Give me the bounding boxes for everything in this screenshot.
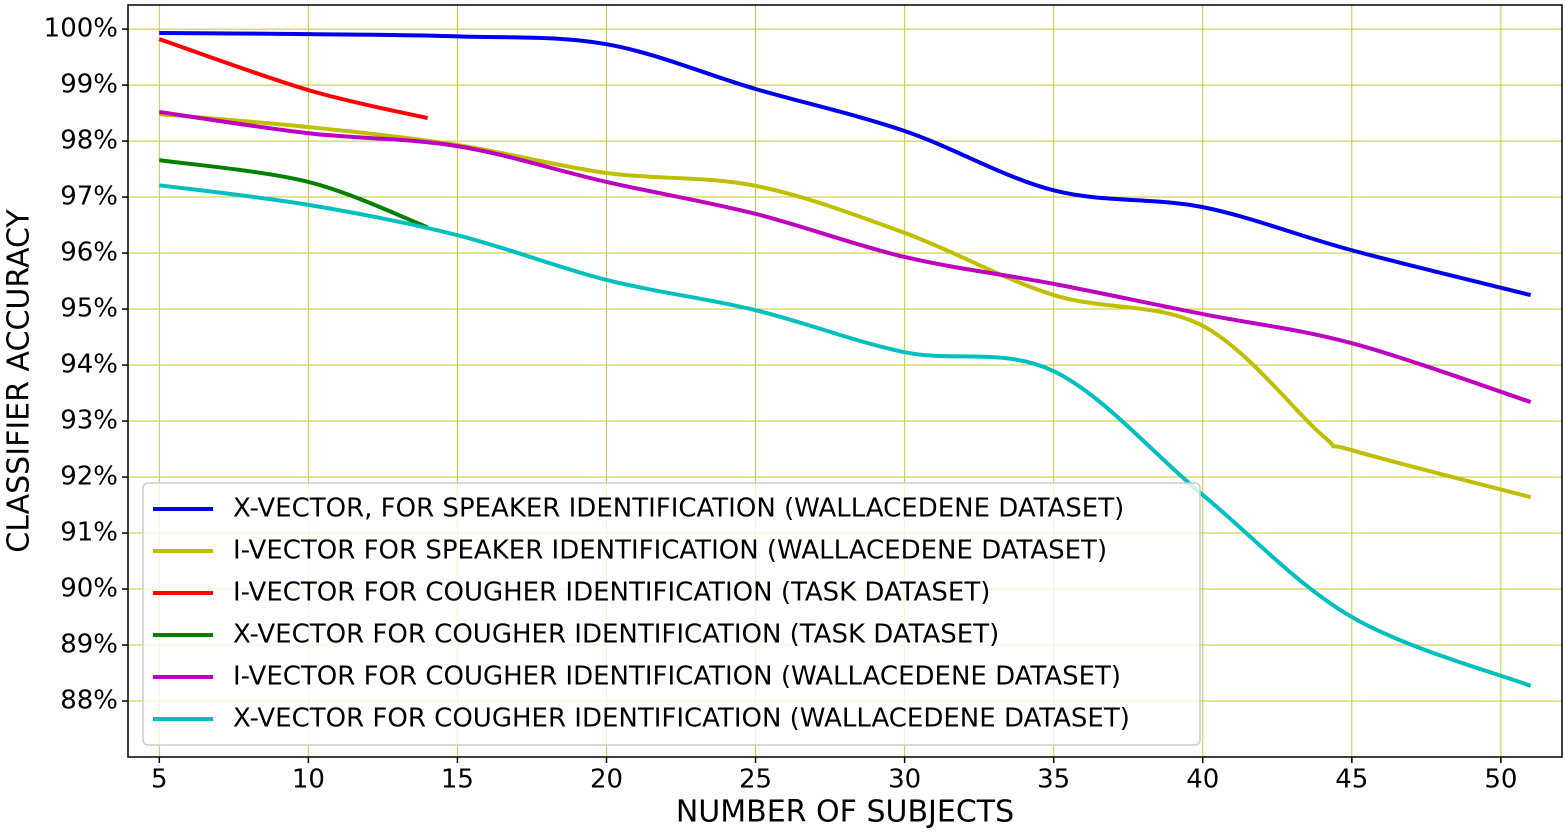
series-line bbox=[159, 30, 1532, 297]
y-tick-label: 94% bbox=[60, 350, 118, 380]
y-tick-label: 92% bbox=[60, 462, 118, 492]
legend-label: X-VECTOR FOR COUGHER IDENTIFICATION (WAL… bbox=[233, 704, 1130, 734]
legend-box bbox=[142, 482, 1201, 746]
x-tick-label: 5 bbox=[151, 765, 168, 795]
y-tick-label: 97% bbox=[60, 182, 118, 212]
y-tick-label: 99% bbox=[60, 70, 118, 100]
x-tick-label: 30 bbox=[888, 765, 921, 795]
y-tick-label: 100% bbox=[44, 14, 118, 44]
x-tick-label: 45 bbox=[1335, 765, 1368, 795]
series-line bbox=[159, 109, 1532, 404]
legend-label: I-VECTOR FOR SPEAKER IDENTIFICATION (WAL… bbox=[233, 536, 1107, 566]
y-tick-label: 93% bbox=[60, 406, 118, 436]
x-tick-label: 20 bbox=[590, 765, 623, 795]
series-line bbox=[159, 158, 429, 230]
x-tick-label: 25 bbox=[739, 765, 772, 795]
x-tick-label: 35 bbox=[1037, 765, 1070, 795]
y-tick-label: 88% bbox=[60, 686, 118, 716]
y-tick-label: 91% bbox=[60, 518, 118, 548]
y-tick-label: 96% bbox=[60, 238, 118, 268]
x-tick-label: 10 bbox=[292, 765, 325, 795]
series-line bbox=[159, 112, 1532, 500]
x-tick-label: 15 bbox=[441, 765, 474, 795]
x-axis-label: NUMBER OF SUBJECTS bbox=[676, 795, 1014, 830]
y-tick-label: 90% bbox=[60, 574, 118, 604]
series-line bbox=[158, 37, 429, 121]
legend-label: I-VECTOR FOR COUGHER IDENTIFICATION (TAS… bbox=[233, 578, 990, 608]
y-tick-label: 98% bbox=[60, 126, 118, 156]
legend-label: I-VECTOR FOR COUGHER IDENTIFICATION (WAL… bbox=[233, 662, 1121, 692]
y-tick-label: 95% bbox=[60, 294, 118, 324]
legend-label: X-VECTOR, FOR SPEAKER IDENTIFICATION (WA… bbox=[233, 494, 1124, 524]
x-tick-label: 50 bbox=[1484, 765, 1517, 795]
plot-frame bbox=[127, 4, 1563, 758]
y-axis-label: CLASSIFIER ACCURACY bbox=[2, 209, 37, 553]
series-line bbox=[159, 183, 1532, 688]
y-tick-label: 89% bbox=[60, 630, 118, 660]
legend-label: X-VECTOR FOR COUGHER IDENTIFICATION (TAS… bbox=[233, 620, 999, 650]
x-tick-label: 40 bbox=[1186, 765, 1219, 795]
